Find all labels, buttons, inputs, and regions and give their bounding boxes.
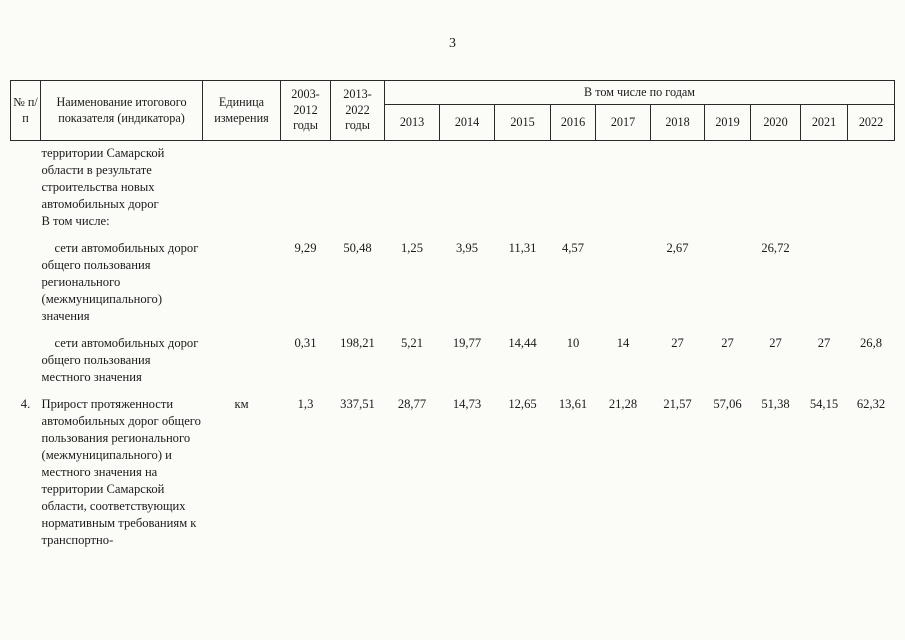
value-cell-2016: 4,57 [561,241,585,255]
row-name-cell: территории Самарской области в результат… [41,141,203,237]
header-cell-year-2017: 2017 [595,104,651,141]
row-name-cell: сети автомобильных дорог общего пользова… [41,236,203,331]
table-row: сети автомобильных дорог общего пользова… [11,331,895,392]
indicators-table: № п/п Наименование итогового показателя … [10,80,896,556]
table-row: сети автомобильных дорог общего пользова… [11,236,895,331]
table-row: 4. Прирост протяженности автомобильных д… [11,392,895,555]
value-cell-2021: 54,15 [809,397,839,411]
table-body: территории Самарской области в результат… [11,141,895,556]
header-cell-year-2020: 2020 [750,104,801,141]
value-cell-2021: 27 [817,336,831,350]
value-cell-2022: 26,8 [860,336,883,350]
header-cell-unit: Единица измерения [202,80,281,141]
value-cell-2016 [551,141,596,237]
value-cell-2003-2012: 0,31 [294,336,317,350]
table-row: территории Самарской области в результат… [11,141,895,237]
header-cell-years-group: В том числе по годам [383,80,896,105]
value-cell-2019: 27 [721,336,734,350]
header-cell-year-2018: 2018 [650,104,705,141]
header-cell-year-2019: 2019 [704,104,751,141]
value-cell-2022 [848,141,895,237]
row-name-cell: сети автомобильных дорог общего пользова… [41,331,203,392]
table-header: № п/п Наименование итогового показателя … [10,80,896,141]
header-cell-num: № п/п [10,80,41,141]
header-cell-year-2021: 2021 [800,104,848,141]
header-cell-year-2022: 2022 [846,104,896,141]
header-cell-year-2013: 2013 [384,104,440,141]
row-name-subtext: В том числе: [41,214,110,228]
row-unit-cell [203,236,281,331]
value-cell-2017: 14 [616,336,630,350]
row-num-cell [11,141,41,237]
row-num-cell [11,331,41,392]
header-row-top: № п/п Наименование итогового показателя … [10,80,896,141]
value-cell-2016: 13,61 [558,397,588,411]
value-cell-2021 [801,141,848,237]
value-cell-2014: 3,95 [455,241,479,255]
value-cell-2019 [705,141,751,237]
value-cell-2020: 26,72 [761,241,790,255]
value-cell-2013-2022: 198,21 [340,336,375,350]
value-cell-2013: 28,77 [397,397,427,411]
value-cell-2020 [751,141,801,237]
header-cell-period-2003-2012: 2003-2012 годы [280,80,331,141]
value-cell-2016: 10 [566,336,580,350]
value-cell-2003-2012: 1,3 [297,397,314,411]
value-cell-2017 [596,141,651,237]
value-cell-2019: 57,06 [713,397,742,411]
value-cell-2017: 21,28 [608,397,638,411]
value-cell-2013-2022 [331,141,385,237]
value-cell-2018 [651,141,705,237]
row-unit-cell: км [234,397,249,411]
row-name-text: сети автомобильных дорог общего пользова… [41,241,199,323]
page-number: 3 [449,36,456,51]
value-cell-2015: 11,31 [508,241,537,255]
value-cell-2018: 27 [671,336,684,350]
header-cell-name: Наименование итогового показателя (индик… [40,80,203,141]
value-cell-2013-2022: 50,48 [343,241,372,255]
value-cell-2015 [495,141,551,237]
header-cell-year-2016: 2016 [550,104,596,141]
value-cell-2014: 14,73 [452,397,482,411]
row-name-text: сети автомобильных дорог общего пользова… [41,336,199,384]
value-cell-2019 [705,236,751,331]
value-cell-2003-2012: 9,29 [294,241,317,255]
row-num-cell: 4. [20,397,31,411]
value-cell-2013: 1,25 [400,241,424,255]
row-unit-cell [203,331,281,392]
value-cell-2018: 2,67 [666,241,689,255]
value-cell-2022 [848,236,895,331]
value-cell-2003-2012 [281,141,331,237]
header-cell-year-2014: 2014 [439,104,495,141]
value-cell-2018: 21,57 [663,397,692,411]
value-cell-2013: 5,21 [400,336,424,350]
row-num-cell [11,236,41,331]
header-cell-period-2013-2022: 2013-2022 годы [330,80,385,141]
value-cell-2013 [385,141,440,237]
header-cell-year-2015: 2015 [494,104,551,141]
value-cell-2014: 19,77 [452,336,482,350]
value-cell-2015: 12,65 [508,397,537,411]
row-name-cell: Прирост протяженности автомобильных доро… [41,392,203,555]
value-cell-2020: 27 [769,336,782,350]
value-cell-2015: 14,44 [508,336,537,350]
value-cell-2022: 62,32 [856,397,886,411]
value-cell-2014 [440,141,495,237]
value-cell-2021 [801,236,848,331]
header-row-years: 2013 2014 2015 2016 2017 2018 2019 2020 … [11,104,896,141]
value-cell-2020: 51,38 [761,397,790,411]
value-cell-2017 [596,236,651,331]
row-name-text: Прирост протяженности автомобильных доро… [41,397,201,547]
row-name-text: территории Самарской области в результат… [41,146,165,211]
row-unit-cell [203,141,281,237]
value-cell-2013-2022: 337,51 [340,397,375,411]
